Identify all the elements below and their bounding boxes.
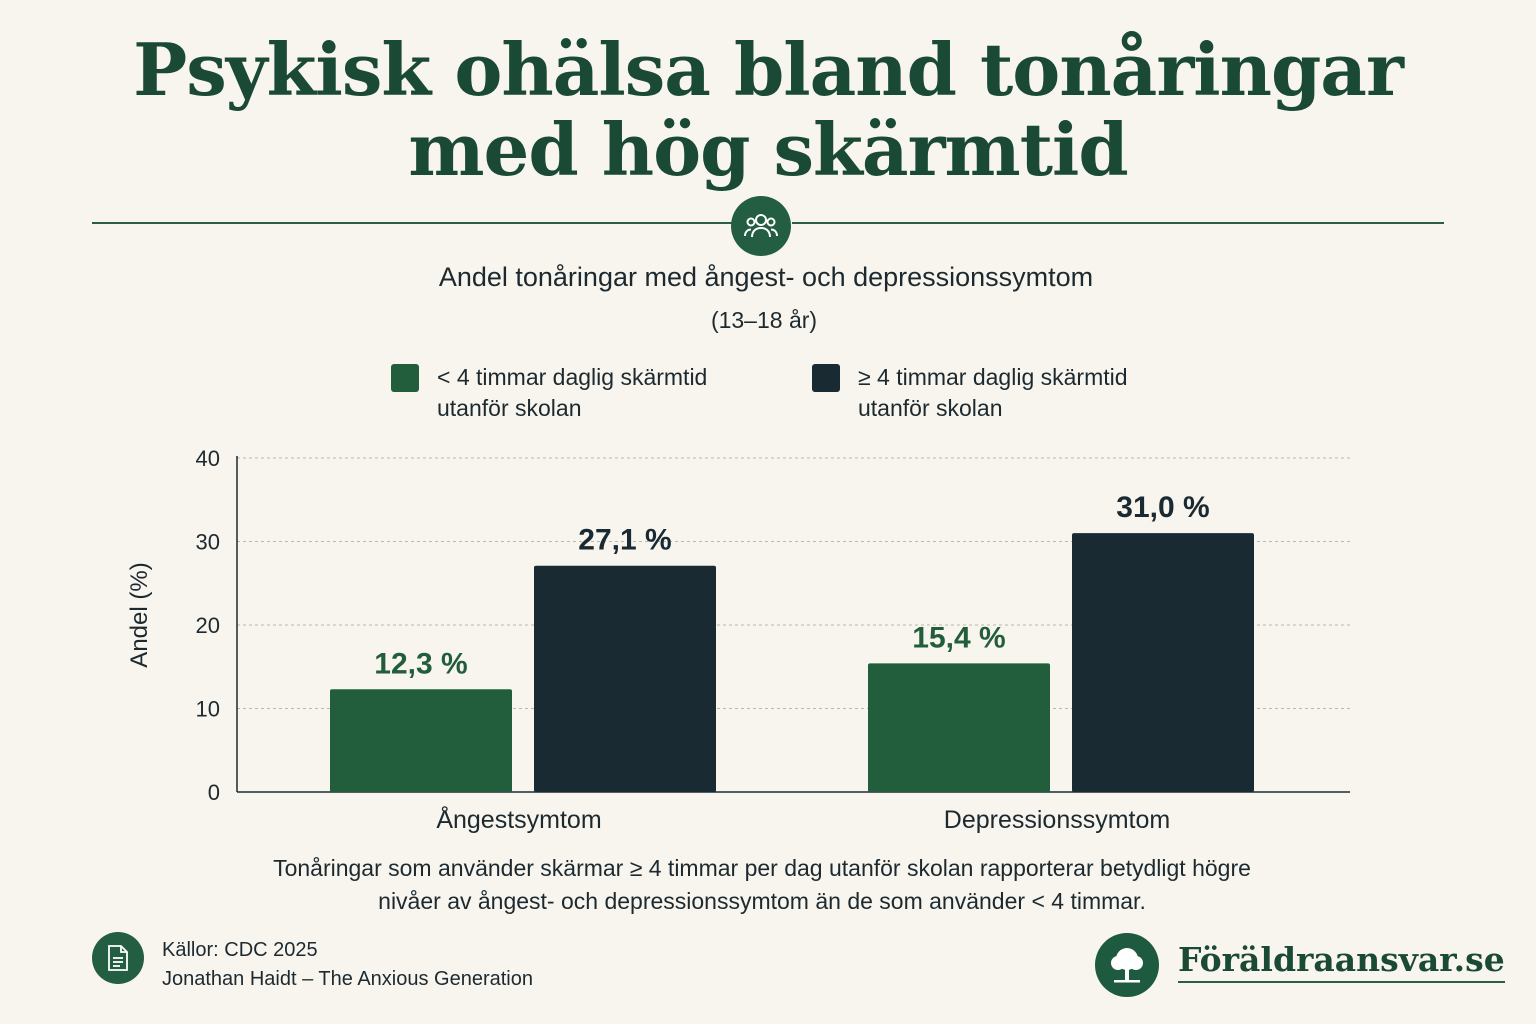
legend-swatch-green bbox=[391, 364, 419, 392]
people-icon bbox=[731, 196, 791, 256]
y-tick-label: 10 bbox=[196, 697, 220, 722]
bar bbox=[330, 689, 512, 792]
brand-logo[interactable]: Föräldraansvar.se bbox=[1178, 940, 1505, 983]
y-tick-label: 30 bbox=[196, 530, 220, 555]
title-line-2: med hög skärmtid bbox=[408, 107, 1128, 192]
divider-left bbox=[92, 222, 732, 224]
y-axis-label: Andel (%) bbox=[126, 562, 153, 667]
x-tick-label: Ångestsymtom bbox=[436, 804, 601, 834]
data-label: 27,1 % bbox=[578, 524, 671, 557]
chart-caption: Tonåringar som använder skärmar ≥ 4 timm… bbox=[273, 855, 1251, 914]
legend-swatch-dark bbox=[812, 364, 840, 392]
page-title: Psykisk ohälsa bland tonåringar med hög … bbox=[0, 30, 1536, 190]
y-tick-label: 0 bbox=[208, 780, 220, 805]
bar bbox=[868, 663, 1050, 792]
bar bbox=[1072, 533, 1254, 792]
divider-right bbox=[792, 222, 1444, 224]
legend-item-under-4h: < 4 timmar daglig skärmtid utanför skola… bbox=[391, 362, 757, 424]
tree-icon bbox=[1095, 933, 1159, 997]
data-label: 31,0 % bbox=[1116, 491, 1209, 524]
legend-item-over-4h: ≥ 4 timmar daglig skärmtid utanför skola… bbox=[812, 362, 1178, 424]
data-label: 15,4 % bbox=[912, 621, 1005, 654]
legend-label-over-4h: ≥ 4 timmar daglig skärmtid utanför skola… bbox=[858, 364, 1128, 421]
chart-subtitle: (13–18 år) bbox=[710, 307, 818, 333]
chart-title: Andel tonåringar med ångest- och depress… bbox=[438, 262, 1094, 292]
document-icon bbox=[92, 932, 144, 984]
y-tick-label: 40 bbox=[196, 446, 220, 471]
x-tick-label: Depressionssymtom bbox=[944, 806, 1170, 834]
legend-label-under-4h: < 4 timmar daglig skärmtid utanför skola… bbox=[437, 364, 708, 421]
y-tick-label: 20 bbox=[196, 613, 220, 638]
data-label: 12,3 % bbox=[374, 647, 467, 680]
title-line-1: Psykisk ohälsa bland tonåringar bbox=[133, 27, 1404, 112]
sources: Källor: CDC 2025 Jonathan Haidt – The An… bbox=[162, 939, 533, 990]
bar bbox=[534, 565, 716, 792]
